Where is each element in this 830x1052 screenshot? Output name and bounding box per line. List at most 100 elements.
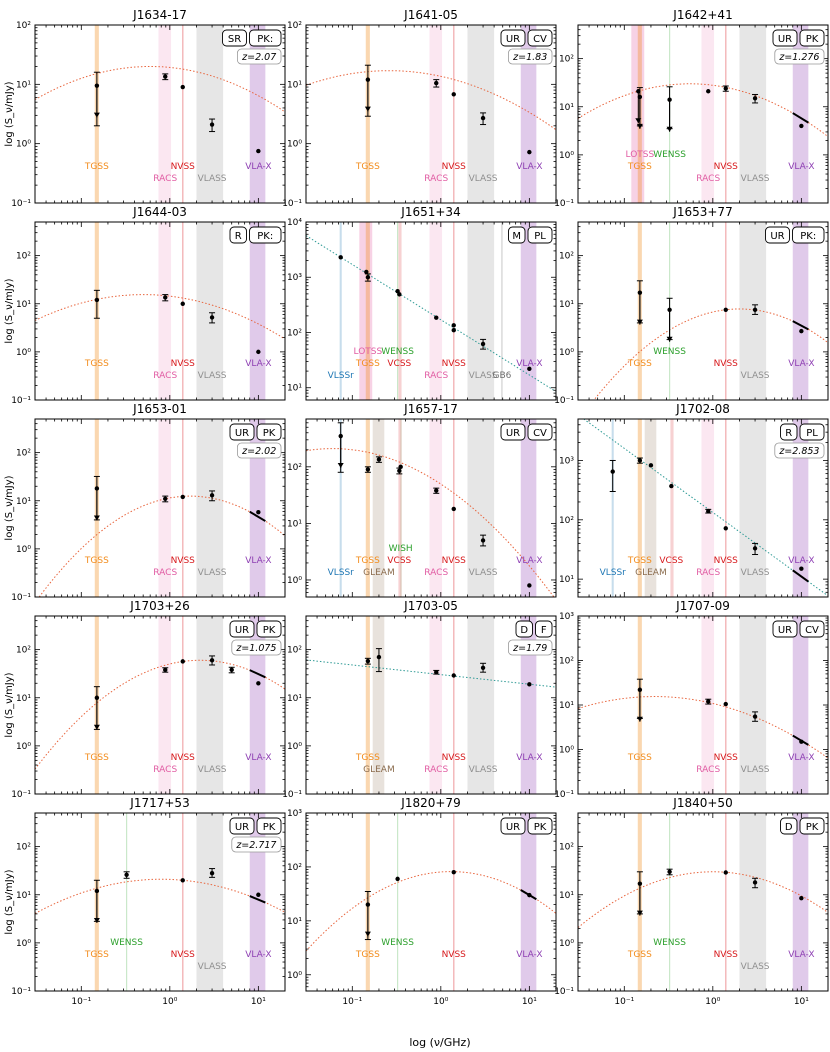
band-label-racs: RACS xyxy=(696,568,720,578)
band-label-vla-x: VLA-X xyxy=(788,162,814,172)
plot-area xyxy=(306,813,556,991)
data-point xyxy=(256,681,261,686)
band-label-racs: RACS xyxy=(153,371,177,381)
x-tick-label: 10⁰ xyxy=(705,997,720,1007)
band-vlass xyxy=(467,222,495,400)
band-label-vcss: VCSS xyxy=(659,556,683,566)
band-vla-x xyxy=(520,222,537,400)
data-point xyxy=(434,80,439,86)
band-nvss xyxy=(453,222,455,400)
y-tick-label: 10² xyxy=(559,55,574,65)
data-point xyxy=(434,488,439,493)
class-badge xyxy=(229,423,255,441)
x-tick-label: 10¹ xyxy=(794,997,809,1007)
class-badge xyxy=(772,29,798,47)
panel-frame xyxy=(577,418,829,598)
in-band-slope xyxy=(249,669,266,679)
data-point xyxy=(667,307,672,312)
band-label-tgss: TGSS xyxy=(355,359,380,369)
y-tick-label: 10⁻¹ xyxy=(554,396,574,406)
band-vlass xyxy=(739,25,767,203)
band-nvss xyxy=(725,419,727,597)
redshift-box xyxy=(236,48,282,65)
band-vlass xyxy=(196,616,224,794)
data-point xyxy=(480,341,486,347)
band-label-nvss: NVSS xyxy=(171,359,196,369)
class-badge-label: UR xyxy=(235,822,249,833)
band-label-nvss: NVSS xyxy=(442,950,467,960)
band-vlass xyxy=(196,419,224,597)
band-label-gleam: GLEAM xyxy=(363,765,395,775)
panel-frame xyxy=(577,221,829,401)
fit-line xyxy=(582,419,828,597)
band-vlass xyxy=(739,222,767,400)
data-point xyxy=(395,876,400,882)
class-badge-label: CV xyxy=(805,625,819,636)
class-badge xyxy=(799,817,825,835)
plot-area xyxy=(38,419,285,597)
panel-title: J1651+34 xyxy=(400,205,460,219)
class-badge-label: M xyxy=(512,231,521,242)
fit-line xyxy=(38,495,285,597)
band-label-wenss: WENSS xyxy=(381,938,414,948)
y-axis-label: log (S_ν/mJy) xyxy=(4,672,15,737)
band-label-tgss: TGSS xyxy=(355,753,380,763)
y-tick-label: 10⁰ xyxy=(16,939,31,949)
band-label-tgss: TGSS xyxy=(84,753,109,763)
data-point xyxy=(669,483,674,489)
band-tgss xyxy=(365,222,370,400)
data-point xyxy=(94,83,100,88)
band-nvss xyxy=(725,813,727,991)
data-point xyxy=(527,892,532,898)
y-tick-label: 10⁰ xyxy=(287,971,302,981)
class-badge-label: F xyxy=(541,625,547,636)
band-label-lotss: LOTSS xyxy=(626,150,655,160)
class-badge xyxy=(527,226,553,244)
fit-line xyxy=(35,659,285,770)
class-badge xyxy=(515,620,533,638)
band-vlssr xyxy=(339,222,342,400)
data-point xyxy=(799,123,804,129)
band-label-tgss: TGSS xyxy=(355,556,380,566)
band-racs xyxy=(701,616,715,794)
band-label-vla-x: VLA-X xyxy=(245,950,271,960)
class-badge xyxy=(500,423,526,441)
band-nvss xyxy=(453,616,455,794)
y-tick-label: 10² xyxy=(16,21,31,31)
band-label-nvss: NVSS xyxy=(442,359,467,369)
x-tick-label: 10⁻¹ xyxy=(614,997,634,1007)
band-racs xyxy=(429,419,443,597)
data-point xyxy=(180,494,185,500)
data-point xyxy=(799,895,804,901)
y-tick-label: 10⁰ xyxy=(287,742,302,752)
data-point xyxy=(180,301,185,306)
fit-line xyxy=(306,448,555,597)
band-vlass xyxy=(196,813,224,991)
y-tick-label: 10² xyxy=(287,463,302,473)
y-tick-label: 10¹ xyxy=(559,891,574,901)
panel-title: J1653-01 xyxy=(132,402,187,416)
panel-title: J1642+41 xyxy=(672,8,732,22)
band-label-vlass: VLASS xyxy=(741,371,770,381)
y-tick-label: 10² xyxy=(16,843,31,853)
band-label-wenss: WENSS xyxy=(653,938,686,948)
band-label-vlass: VLASS xyxy=(198,568,227,578)
band-vla-x xyxy=(792,616,809,794)
band-label-racs: RACS xyxy=(696,174,720,184)
band-wish xyxy=(400,419,402,597)
class-badge-label: UR xyxy=(235,625,249,636)
band-label-lotss: LOTSS xyxy=(354,347,383,357)
class-badge xyxy=(256,620,282,638)
in-band-slope xyxy=(792,112,809,124)
class-badge xyxy=(527,817,553,835)
upper-limit-head xyxy=(666,126,673,132)
data-point xyxy=(723,526,728,531)
band-wenss xyxy=(397,813,399,991)
band-label-vlass: VLASS xyxy=(198,962,227,972)
class-badge xyxy=(535,620,553,638)
band-vlass xyxy=(467,419,495,597)
